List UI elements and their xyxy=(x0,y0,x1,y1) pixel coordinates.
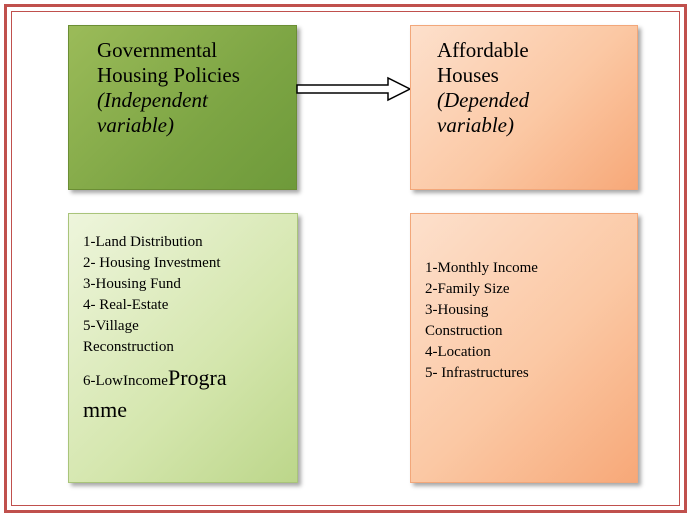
list-item: 1-Land Distribution xyxy=(83,234,203,250)
node-title: Affordable Houses xyxy=(437,38,529,87)
dependent-box: Affordable Houses (Depended variable) xyxy=(410,25,638,190)
list-item: 5- Infrastructures xyxy=(425,365,529,381)
frame xyxy=(4,4,687,513)
list-item: 1-Monthly Income xyxy=(425,260,538,276)
list-item: 4- Real-Estate xyxy=(83,297,169,313)
list-item: 3-Housing Construction xyxy=(425,302,503,339)
independent-list-box: 1-Land Distribution 2- Housing Investmen… xyxy=(68,213,298,483)
list-item: 4-Location xyxy=(425,344,491,360)
independent-list: 1-Land Distribution 2- Housing Investmen… xyxy=(83,232,289,426)
dependent-list-box: 1-Monthly Income 2-Family Size 3-Housing… xyxy=(410,213,638,483)
list-item: 5-Village Reconstruction xyxy=(83,318,174,355)
arrow xyxy=(296,76,412,102)
list-item-part: Programme xyxy=(83,365,227,422)
dependent-list: 1-Monthly Income 2-Family Size 3-Housing… xyxy=(425,258,629,384)
independent-box: Governmental Housing Policies (Independe… xyxy=(68,25,297,190)
node-subtitle: (Independent variable) xyxy=(97,88,208,137)
list-item: 2-Family Size xyxy=(425,281,510,297)
node-subtitle: (Depended variable) xyxy=(437,88,530,137)
list-item: 2- Housing Investment xyxy=(83,255,221,271)
frame-inner xyxy=(11,11,680,506)
list-item-part: 6-LowIncome xyxy=(83,373,168,389)
list-item: 6-LowIncomeProgramme xyxy=(83,362,233,426)
list-item: 3-Housing Fund xyxy=(83,276,181,292)
node-title: Governmental Housing Policies xyxy=(97,38,240,87)
